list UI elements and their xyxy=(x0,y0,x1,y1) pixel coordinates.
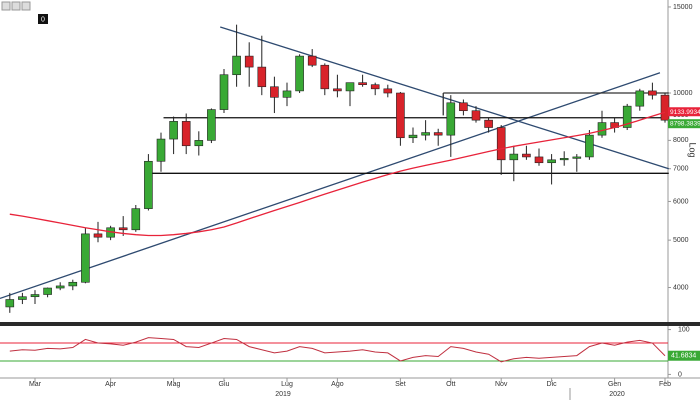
candle-body xyxy=(295,55,304,92)
rsi-line xyxy=(9,337,666,363)
candle-body xyxy=(68,281,78,287)
candle-body xyxy=(408,134,418,139)
y-tick-label: 0 xyxy=(678,371,682,378)
candle-body xyxy=(194,140,204,147)
trend-line xyxy=(0,72,661,300)
x-tick-label: Lug xyxy=(281,381,293,388)
toolbar: 0 xyxy=(1,1,48,24)
candle-body xyxy=(496,127,506,161)
price-tag-label: 9133.9934 xyxy=(670,109,700,116)
candle-body xyxy=(622,105,632,128)
candle-body xyxy=(459,102,468,112)
x-tick-label: Dic xyxy=(547,381,558,388)
value-tag-label: 41.6834 xyxy=(671,353,696,360)
x-group-label: 2019 xyxy=(275,391,291,398)
value-tag xyxy=(668,350,700,361)
y-tick-label: 8000 xyxy=(673,137,689,144)
candle-body xyxy=(396,92,405,139)
candle-body xyxy=(471,110,481,121)
candle-body xyxy=(169,121,178,140)
candle-body xyxy=(648,90,657,96)
candle-body xyxy=(18,296,27,300)
y-tick-label: 6000 xyxy=(673,198,689,205)
candle-body xyxy=(358,82,367,85)
candle-body xyxy=(118,227,128,231)
x-tick-label: Mar xyxy=(29,381,42,388)
candle-body xyxy=(534,156,544,164)
candle-body xyxy=(383,88,393,94)
y-tick-label: 100 xyxy=(678,326,690,333)
x-tick-label: Ott xyxy=(446,381,455,388)
candle-body xyxy=(597,122,607,136)
candle-body xyxy=(345,82,355,92)
candle-body xyxy=(509,153,519,161)
candle-body xyxy=(559,158,569,161)
candle-body xyxy=(585,134,594,158)
y-tick-label: 5000 xyxy=(673,237,689,244)
y-tick-label: 15000 xyxy=(673,4,693,11)
panel-separator xyxy=(0,322,700,326)
candle-body xyxy=(55,285,65,289)
candle-body xyxy=(30,294,40,298)
price-tag xyxy=(668,107,700,117)
candle-body xyxy=(433,132,443,136)
candle-body xyxy=(207,109,216,141)
x-tick-label: Mag xyxy=(167,381,181,388)
x-tick-label: Giu xyxy=(219,381,230,388)
candle-body xyxy=(43,287,52,295)
tool-button[interactable] xyxy=(1,1,11,11)
candle-body xyxy=(219,74,229,110)
candle-body xyxy=(320,64,330,90)
x-tick-label: Ago xyxy=(331,381,344,388)
candle-body xyxy=(370,84,380,90)
price-tag xyxy=(668,119,700,129)
candle-body xyxy=(244,55,254,68)
candle-body xyxy=(5,299,15,308)
candle-body xyxy=(232,55,241,76)
counter-box[interactable] xyxy=(38,14,48,24)
y-tick-label: 7000 xyxy=(673,166,689,173)
price-tag-label: 8798.3839 xyxy=(670,120,700,127)
y-tick-label: 10000 xyxy=(673,90,693,97)
candle-body xyxy=(257,66,267,88)
candle-body xyxy=(282,90,292,98)
y-tick-label: 4000 xyxy=(673,284,689,291)
x-tick-label: Gen xyxy=(608,381,621,388)
candle-body xyxy=(572,156,582,159)
x-tick-label: Apr xyxy=(105,381,117,388)
candle-body xyxy=(131,208,141,231)
candle-body xyxy=(156,138,166,162)
x-tick-label: Nov xyxy=(495,381,508,388)
tool-button[interactable] xyxy=(11,1,21,11)
candle-body xyxy=(421,132,430,136)
candle-body xyxy=(547,159,556,164)
candle-body xyxy=(181,121,191,147)
trend-line xyxy=(220,26,669,170)
x-tick-label: Feb xyxy=(659,381,671,388)
y-axis-label: Log xyxy=(688,142,698,157)
candle-body xyxy=(522,153,531,158)
candle-body xyxy=(446,102,456,136)
candle-body xyxy=(81,233,90,283)
candle-body xyxy=(93,233,103,238)
candle-body xyxy=(635,90,645,107)
moving-average xyxy=(9,111,666,237)
candle-body xyxy=(270,86,279,98)
candle-body xyxy=(660,94,670,121)
counter: 0 xyxy=(41,16,45,23)
candle-body xyxy=(484,119,493,128)
candle-body xyxy=(307,55,317,66)
candle-body xyxy=(144,160,153,209)
candle-body xyxy=(333,88,342,92)
x-group-label: 2020 xyxy=(609,391,625,398)
tool-button[interactable] xyxy=(21,1,31,11)
x-tick-label: Set xyxy=(395,381,406,388)
